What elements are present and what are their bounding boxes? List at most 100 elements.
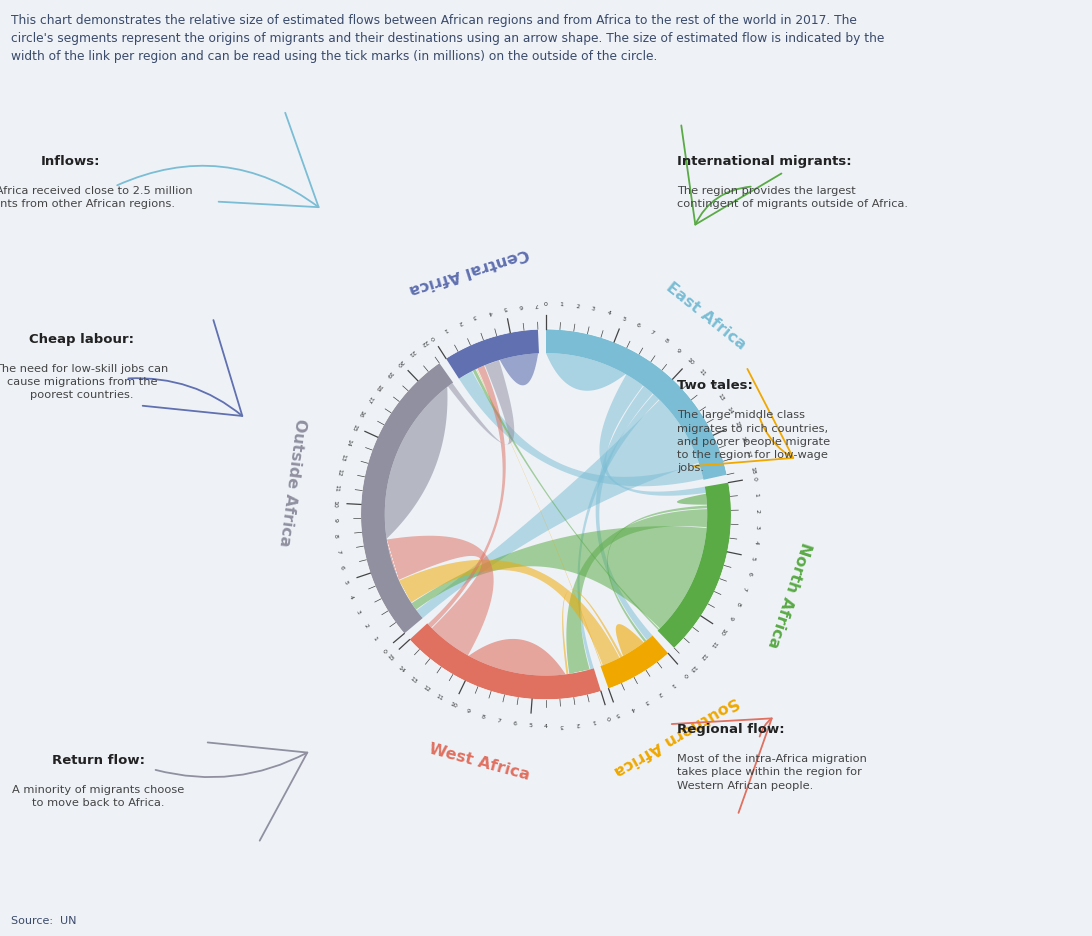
Text: 9: 9 <box>675 347 681 354</box>
Text: 2: 2 <box>575 303 580 309</box>
Text: 14: 14 <box>344 437 352 446</box>
Text: Inflows:: Inflows: <box>41 154 100 168</box>
Text: 8: 8 <box>333 534 339 537</box>
Text: 11: 11 <box>697 368 707 376</box>
Text: 10: 10 <box>449 701 459 709</box>
Polygon shape <box>546 329 727 480</box>
Polygon shape <box>459 372 703 487</box>
Text: 2: 2 <box>755 508 760 512</box>
Text: 10: 10 <box>686 357 695 365</box>
Text: 12: 12 <box>336 468 343 476</box>
Text: 3: 3 <box>560 723 565 728</box>
Text: 0: 0 <box>429 334 435 341</box>
Polygon shape <box>468 639 566 676</box>
Text: 1: 1 <box>670 680 676 686</box>
Text: 18: 18 <box>749 465 756 474</box>
Polygon shape <box>567 509 708 674</box>
Text: 1: 1 <box>560 301 563 307</box>
Text: 3: 3 <box>355 608 361 614</box>
Text: 8: 8 <box>480 713 486 719</box>
Text: 0: 0 <box>682 670 689 677</box>
Polygon shape <box>476 370 602 666</box>
Polygon shape <box>616 624 644 656</box>
Polygon shape <box>387 536 494 656</box>
Text: 12: 12 <box>708 379 716 388</box>
Text: International migrants:: International migrants: <box>677 154 852 168</box>
Text: 11: 11 <box>436 693 444 701</box>
Text: 13: 13 <box>717 392 725 402</box>
Text: The region provides the largest
contingent of migrants outside of Africa.: The region provides the largest continge… <box>677 185 909 209</box>
Text: 1: 1 <box>371 635 378 641</box>
Text: 3: 3 <box>755 524 760 528</box>
Text: 11: 11 <box>333 484 340 492</box>
Text: 16: 16 <box>357 408 365 417</box>
Text: 15: 15 <box>385 653 395 662</box>
Text: 0: 0 <box>544 301 548 306</box>
Text: The need for low-skill jobs can
cause migrations from the
poorest countries.: The need for low-skill jobs can cause mi… <box>0 363 168 400</box>
Polygon shape <box>578 395 658 669</box>
Text: 7: 7 <box>496 718 501 724</box>
Text: 18: 18 <box>375 382 383 390</box>
Polygon shape <box>448 360 514 445</box>
Text: 15: 15 <box>733 420 740 429</box>
Text: 7: 7 <box>535 301 538 307</box>
Polygon shape <box>607 506 708 642</box>
Polygon shape <box>677 494 707 505</box>
Text: 14: 14 <box>725 406 734 416</box>
Polygon shape <box>595 387 653 640</box>
Text: Southern Africa: Southern Africa <box>610 693 741 778</box>
Text: 0: 0 <box>606 713 612 719</box>
Text: 5: 5 <box>750 555 756 560</box>
Text: Outside Africa: Outside Africa <box>276 417 308 547</box>
Polygon shape <box>384 388 448 539</box>
Polygon shape <box>600 375 705 496</box>
Text: The large middle class
migrates to rich countries,
and poorer people migrate
to : The large middle class migrates to rich … <box>677 410 830 473</box>
Text: 6: 6 <box>519 302 523 308</box>
Polygon shape <box>360 363 453 634</box>
Text: 13: 13 <box>340 452 346 461</box>
Text: 12: 12 <box>699 651 708 660</box>
Text: 12: 12 <box>422 684 431 693</box>
Text: 16: 16 <box>739 434 747 444</box>
Text: 4: 4 <box>348 593 354 599</box>
Polygon shape <box>601 636 668 689</box>
Text: 9: 9 <box>727 614 734 620</box>
Text: 6: 6 <box>746 570 752 576</box>
Text: Regional flow:: Regional flow: <box>677 723 785 736</box>
Text: North Africa: North Africa <box>764 540 814 650</box>
Text: 1: 1 <box>442 326 449 332</box>
Text: 13: 13 <box>688 663 697 672</box>
Text: Cheap labour:: Cheap labour: <box>29 332 134 345</box>
Text: 0: 0 <box>751 476 757 481</box>
Polygon shape <box>399 560 619 665</box>
Text: Eastern Africa received close to 2.5 million
migrants from other African regions: Eastern Africa received close to 2.5 mil… <box>0 185 193 209</box>
Text: 4: 4 <box>752 539 758 544</box>
Text: 11: 11 <box>709 639 717 648</box>
Text: 5: 5 <box>621 315 627 322</box>
Text: 4: 4 <box>606 311 612 316</box>
Text: 21: 21 <box>407 347 416 357</box>
Text: 6: 6 <box>512 721 517 726</box>
Text: 4: 4 <box>544 724 548 728</box>
Polygon shape <box>546 354 626 391</box>
Text: West Africa: West Africa <box>427 740 532 782</box>
Polygon shape <box>657 483 732 649</box>
Text: 4: 4 <box>629 705 634 710</box>
Text: 10: 10 <box>719 626 727 636</box>
Polygon shape <box>416 401 699 619</box>
Polygon shape <box>410 623 601 700</box>
Text: 14: 14 <box>397 665 406 673</box>
Text: 1: 1 <box>753 492 759 496</box>
Text: 5: 5 <box>502 305 508 311</box>
Polygon shape <box>473 370 660 631</box>
Text: 7: 7 <box>650 329 655 335</box>
Text: Most of the intra-Africa migration
takes place within the region for
Western Afr: Most of the intra-Africa migration takes… <box>677 753 867 790</box>
Text: 3: 3 <box>472 314 477 319</box>
Text: 13: 13 <box>410 675 418 683</box>
Text: 2: 2 <box>458 319 463 325</box>
Polygon shape <box>428 366 506 628</box>
Text: Central Africa: Central Africa <box>407 245 531 298</box>
Text: 19: 19 <box>384 370 393 378</box>
Polygon shape <box>500 354 538 386</box>
Text: 7: 7 <box>741 585 747 591</box>
